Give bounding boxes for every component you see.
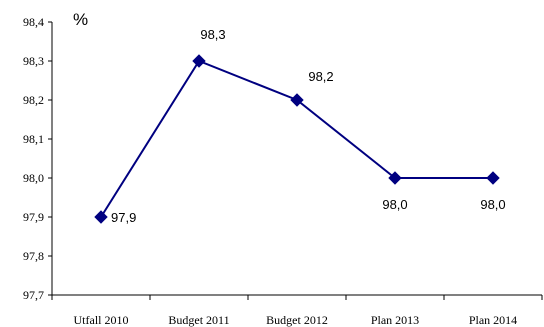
series-line [100, 59, 493, 218]
y-tick-label: 98,0 [23, 171, 44, 185]
x-tick-label: Utfall 2010 [74, 313, 129, 327]
y-tick-label: 98,2 [23, 93, 44, 107]
x-tick-label: Plan 2013 [371, 313, 419, 327]
y-unit-label: % [73, 10, 88, 29]
data-label: 98,0 [382, 197, 407, 212]
x-axis: Utfall 2010 Budget 2011 Budget 2012 Plan 20… [51, 294, 543, 327]
data-point-marker [290, 93, 304, 107]
data-point-marker [94, 210, 108, 224]
y-tick-label: 98,4 [23, 15, 44, 29]
y-tick-label: 97,8 [23, 249, 44, 263]
data-label: 98,2 [308, 69, 333, 84]
y-tick-label: 98,1 [23, 132, 44, 146]
y-tick-label: 97,7 [23, 288, 44, 302]
data-point-marker [388, 171, 402, 185]
x-tick-label: Budget 2011 [168, 313, 229, 327]
data-point-marker [486, 171, 500, 185]
plot-area: 97,9 98,3 98,2 98,0 98,0 [94, 27, 506, 225]
data-label: 97,9 [111, 210, 136, 225]
y-tick-label: 97,9 [23, 210, 44, 224]
data-label: 98,0 [480, 197, 505, 212]
x-tick-label: Budget 2012 [266, 313, 328, 327]
y-tick-label: 98,3 [23, 54, 44, 68]
y-axis: 97,7 97,8 97,9 98,0 98,1 98,2 98,3 98,4 [23, 15, 53, 302]
data-label: 98,3 [200, 27, 225, 42]
x-tick-label: Plan 2014 [469, 313, 517, 327]
data-point-marker [192, 54, 206, 68]
